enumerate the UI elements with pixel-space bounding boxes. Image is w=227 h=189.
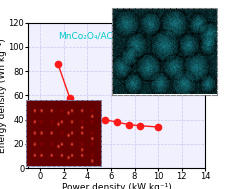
Y-axis label: Energy density (Wh kg⁻¹): Energy density (Wh kg⁻¹) (0, 38, 7, 153)
Text: MnCo₂O₄/AC/PPY: MnCo₂O₄/AC/PPY (58, 31, 132, 40)
X-axis label: Power density (kW kg⁻¹): Power density (kW kg⁻¹) (62, 183, 171, 189)
